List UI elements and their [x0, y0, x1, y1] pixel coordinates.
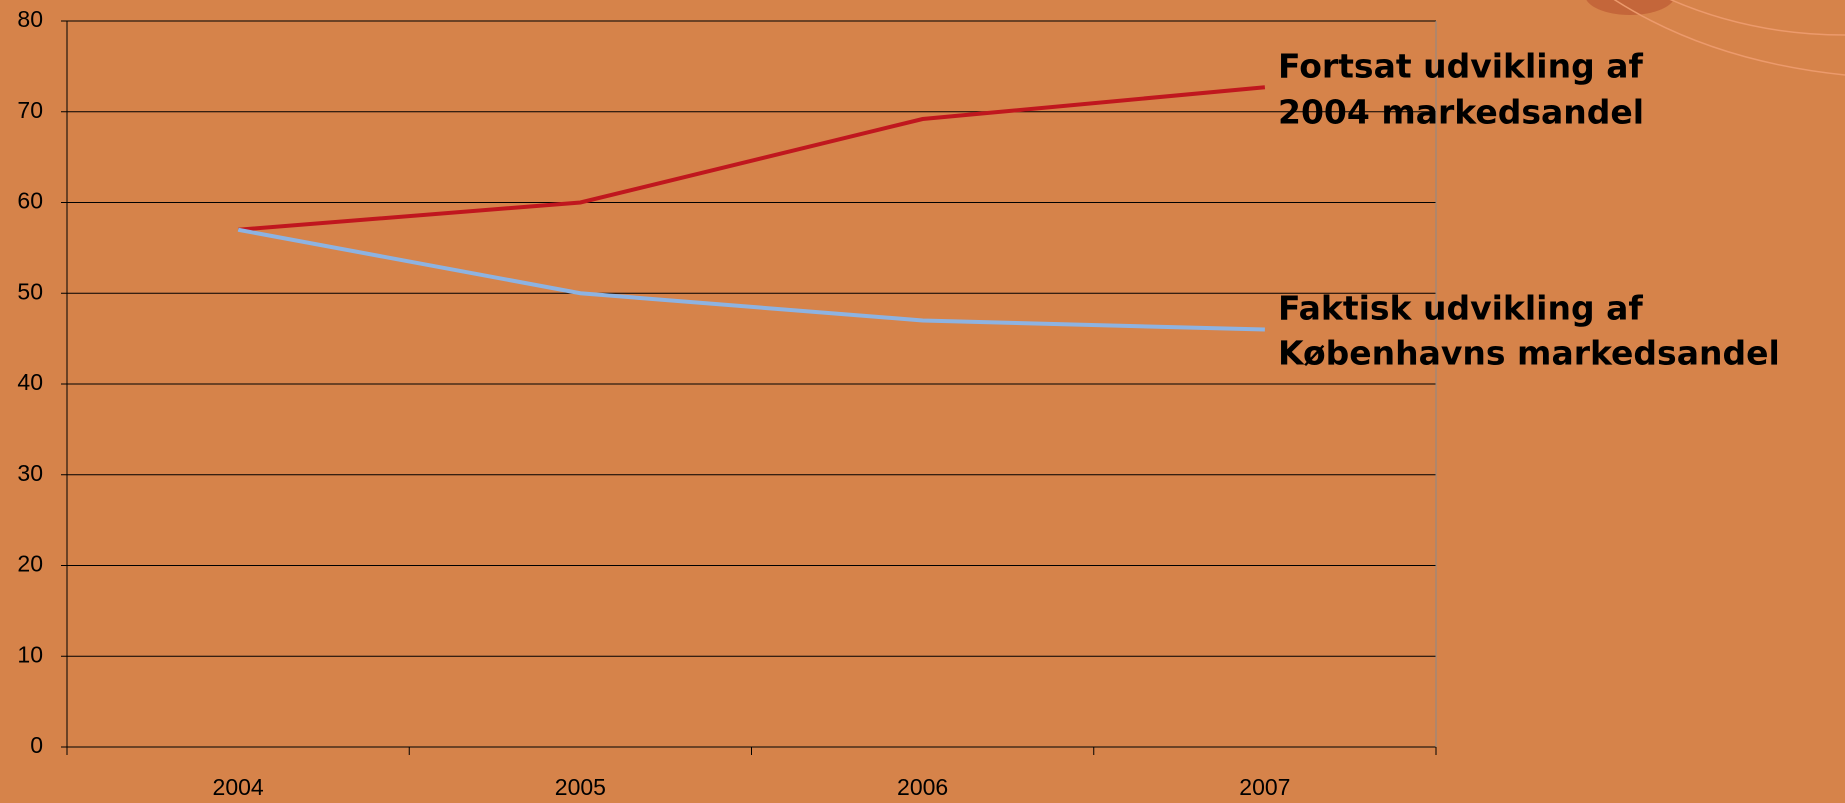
x-tick-label: 2005	[555, 774, 606, 800]
y-tick-label: 0	[30, 732, 43, 758]
chart: 0 10 20 30 40 50 60 70 80 2004 2005 2006 2007 Fortsat…	[0, 0, 1845, 803]
y-tick-label: 60	[17, 188, 43, 214]
page: 0 10 20 30 40 50 60 70 80 2004 2005 2006 2007 Fortsat…	[0, 0, 1845, 803]
x-tick-label: 2006	[897, 774, 948, 800]
y-tick-label: 40	[17, 369, 43, 395]
y-tick-label: 80	[17, 6, 43, 32]
x-tick-label: 2004	[213, 774, 264, 800]
annotation: Faktisk udvikling af	[1278, 289, 1643, 328]
y-tick-label: 10	[17, 641, 43, 667]
annotation: Københavns markedsandel	[1278, 334, 1780, 373]
y-tick-label: 70	[17, 97, 43, 123]
y-tick-label: 20	[17, 551, 43, 577]
y-tick-label: 50	[17, 278, 43, 304]
annotation: Fortsat udvikling af	[1278, 47, 1643, 86]
annotation: 2004 markedsandel	[1278, 93, 1644, 132]
y-tick-label: 30	[17, 460, 43, 486]
x-tick-label: 2007	[1239, 774, 1290, 800]
